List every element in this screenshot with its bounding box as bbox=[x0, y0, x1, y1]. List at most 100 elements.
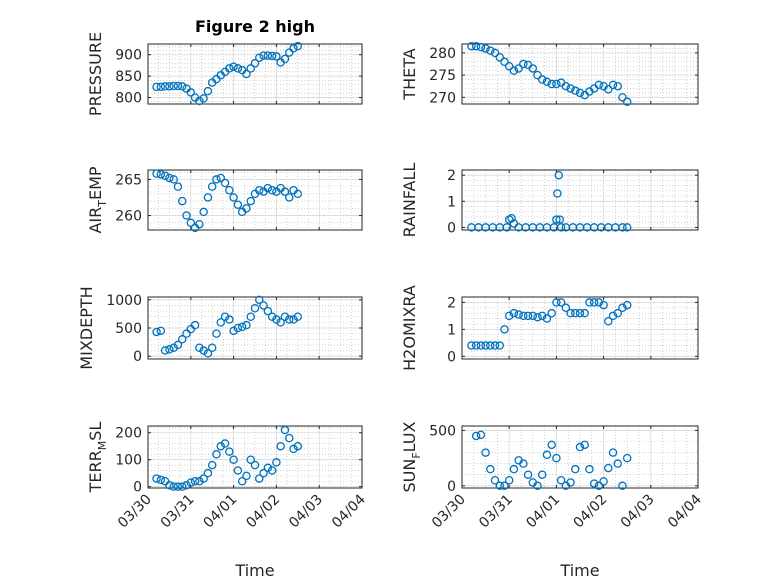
data-point bbox=[250, 460, 260, 470]
data-point bbox=[528, 311, 538, 321]
data-point bbox=[160, 346, 170, 355]
data-point bbox=[246, 312, 255, 321]
y-tick-label: 280 bbox=[429, 46, 456, 62]
data-point bbox=[263, 183, 273, 193]
data-point bbox=[608, 311, 618, 321]
data-point bbox=[250, 59, 260, 68]
data-point bbox=[246, 455, 255, 464]
data-point bbox=[220, 439, 230, 448]
y-label-rest: LUX bbox=[400, 421, 419, 452]
data-point bbox=[594, 481, 604, 491]
data-point bbox=[604, 85, 613, 94]
data-point bbox=[608, 80, 618, 90]
data-point bbox=[571, 308, 580, 318]
y-tick-label: 260 bbox=[115, 209, 142, 225]
data-point bbox=[165, 82, 174, 91]
data-point bbox=[500, 481, 509, 491]
data-point bbox=[467, 341, 476, 350]
y-axis-label: RAINFALL bbox=[400, 163, 419, 238]
data-point bbox=[280, 312, 290, 321]
data-point bbox=[537, 75, 547, 84]
data-point bbox=[486, 46, 495, 55]
y-label-subscript: M bbox=[96, 441, 109, 451]
data-point bbox=[156, 82, 166, 92]
data-point bbox=[199, 474, 208, 483]
data-point bbox=[225, 447, 234, 456]
data-point bbox=[481, 448, 490, 457]
data-point bbox=[547, 79, 556, 89]
data-point bbox=[500, 57, 509, 67]
y-tick-label: 0 bbox=[447, 220, 456, 236]
data-point bbox=[212, 175, 221, 184]
y-tick-label: 500 bbox=[429, 423, 456, 439]
data-point bbox=[220, 178, 230, 188]
data-point bbox=[233, 200, 243, 209]
data-point bbox=[255, 474, 264, 483]
data-point bbox=[504, 311, 514, 321]
data-point bbox=[289, 44, 298, 53]
data-point bbox=[599, 300, 608, 310]
data-point bbox=[486, 464, 495, 474]
data-point bbox=[156, 170, 166, 179]
data-point bbox=[267, 51, 277, 61]
data-point bbox=[599, 477, 608, 486]
data-point bbox=[280, 425, 290, 435]
data-point bbox=[533, 481, 542, 491]
data-point bbox=[195, 219, 204, 229]
data-point bbox=[618, 93, 627, 102]
data-point bbox=[613, 81, 623, 91]
data-point bbox=[212, 329, 221, 338]
data-point bbox=[169, 81, 178, 91]
data-point bbox=[199, 346, 208, 355]
data-point bbox=[618, 481, 627, 491]
data-point bbox=[547, 440, 556, 450]
y-tick-label: 0 bbox=[133, 480, 142, 496]
axes-frame bbox=[147, 43, 363, 105]
data-point bbox=[156, 326, 166, 336]
data-point bbox=[561, 81, 571, 91]
data-point bbox=[203, 193, 213, 202]
data-point bbox=[589, 298, 599, 307]
data-point bbox=[552, 453, 561, 463]
data-point bbox=[571, 464, 580, 474]
data-point bbox=[152, 327, 161, 337]
data-point bbox=[481, 44, 490, 53]
data-point bbox=[514, 310, 523, 319]
data-point bbox=[589, 479, 599, 488]
data-point bbox=[177, 335, 187, 344]
data-point bbox=[199, 207, 208, 217]
axes-frame bbox=[461, 43, 699, 105]
data-point bbox=[613, 308, 623, 318]
data-point bbox=[495, 341, 505, 350]
data-point bbox=[216, 173, 226, 183]
data-point bbox=[553, 189, 562, 198]
data-point bbox=[509, 308, 519, 318]
data-point bbox=[561, 303, 571, 313]
data-point bbox=[566, 478, 575, 487]
data-point bbox=[237, 322, 247, 332]
y-axis-label: H2OMIXRA bbox=[400, 285, 419, 371]
data-point bbox=[471, 41, 481, 51]
data-point bbox=[160, 171, 170, 181]
data-point bbox=[575, 308, 585, 318]
data-point bbox=[199, 94, 208, 103]
data-point bbox=[293, 312, 303, 321]
data-point bbox=[229, 62, 238, 71]
data-point bbox=[608, 448, 618, 457]
data-point bbox=[276, 318, 285, 327]
data-point bbox=[169, 343, 178, 352]
data-point bbox=[263, 51, 273, 60]
data-point bbox=[182, 329, 191, 338]
data-point bbox=[476, 42, 486, 52]
data-point bbox=[190, 477, 200, 486]
data-point bbox=[490, 48, 500, 58]
data-point bbox=[173, 81, 183, 91]
data-point bbox=[284, 315, 294, 324]
data-point bbox=[250, 304, 260, 313]
data-point bbox=[156, 475, 166, 485]
y-label-subscript: T bbox=[96, 200, 109, 208]
data-point bbox=[237, 477, 247, 486]
subplot-5: 0 500 1000 MIXDEPTH bbox=[77, 286, 363, 370]
data-point bbox=[272, 52, 281, 61]
data-point bbox=[542, 77, 552, 87]
